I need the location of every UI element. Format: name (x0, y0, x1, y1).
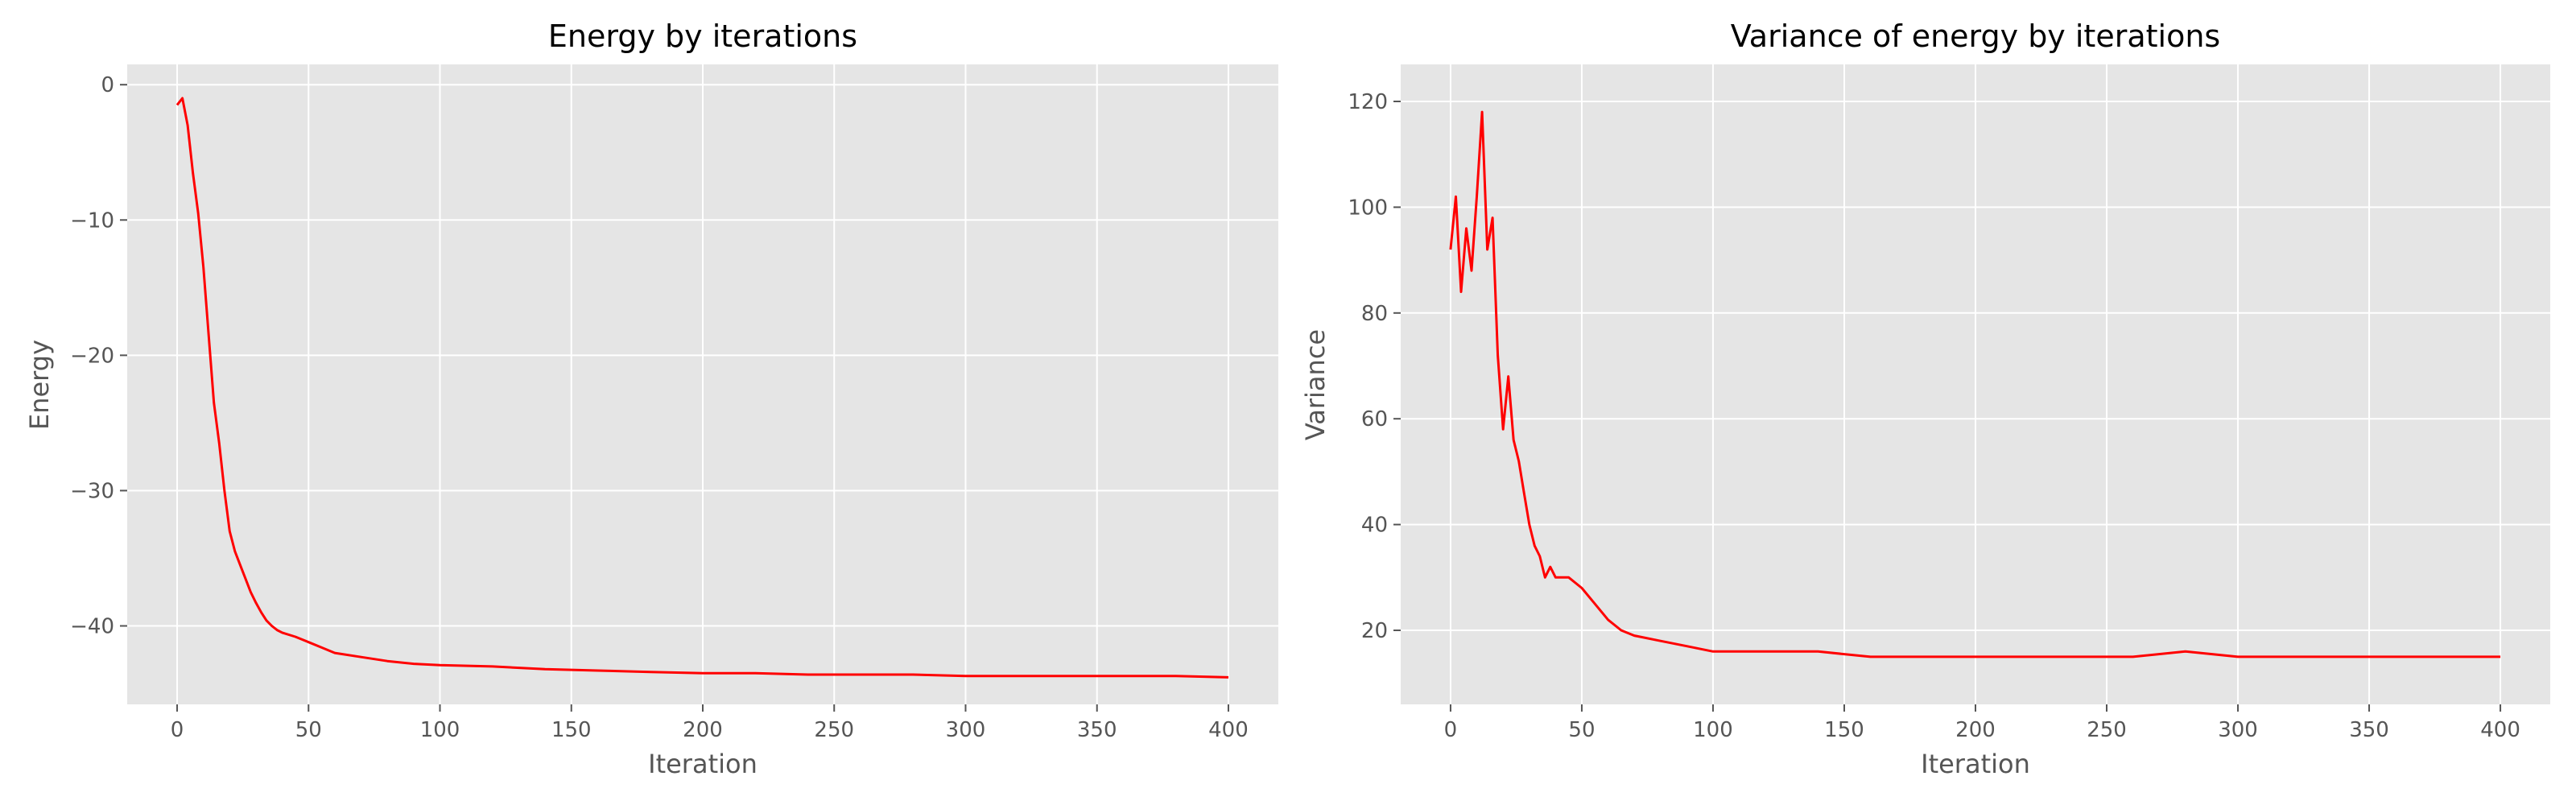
energy-grid (127, 64, 1278, 704)
variance-x-tick-label: 350 (2349, 718, 2389, 742)
variance-x-tick-label: 250 (2087, 718, 2127, 742)
energy-x-tick-label: 50 (295, 718, 322, 742)
energy-x-tick-label: 250 (814, 718, 854, 742)
variance-y-tick-label: 120 (1348, 90, 1388, 114)
variance-chart-title: Variance of energy by iterations (1731, 19, 2220, 54)
energy-y-tick-label: −20 (70, 344, 114, 368)
energy-ticks: 0 50 100 150 200 250 300 350 400 −40 −30 −20 −10 0 (70, 73, 1249, 742)
energy-series (175, 97, 1229, 679)
variance-series (1449, 110, 2501, 658)
variance-y-tick-label: 20 (1361, 619, 1388, 643)
variance-x-tick-label: 300 (2218, 718, 2258, 742)
variance-y-tick-label: 80 (1361, 302, 1388, 326)
energy-x-tick-label: 0 (171, 718, 184, 742)
energy-y-tick-label: −40 (70, 615, 114, 639)
energy-x-tick-label: 300 (946, 718, 986, 742)
energy-x-tick-label: 400 (1208, 718, 1249, 742)
variance-x-tick-label: 100 (1693, 718, 1733, 742)
energy-y-tick-label: 0 (101, 73, 114, 97)
variance-x-tick-label: 0 (1444, 718, 1458, 742)
variance-series-line (1449, 110, 2501, 658)
variance-x-axis-label: Iteration (1921, 749, 2030, 779)
energy-series-line (175, 97, 1229, 679)
variance-y-tick-label: 40 (1361, 514, 1388, 538)
variance-x-tick-label: 150 (1824, 718, 1864, 742)
variance-x-tick-label: 400 (2480, 718, 2520, 742)
variance-grid (1401, 64, 2550, 704)
variance-y-axis-label: Variance (1300, 329, 1331, 440)
energy-x-tick-label: 100 (420, 718, 460, 742)
variance-y-tick-label: 100 (1348, 196, 1388, 220)
variance-ticks: 0 50 100 150 200 250 300 350 400 20 40 60 80 100 120 (1348, 90, 2520, 742)
variance-x-tick-label: 200 (1955, 718, 1996, 742)
energy-chart-title: Energy by iterations (548, 19, 857, 54)
energy-y-axis-label: Energy (24, 340, 55, 430)
energy-y-tick-label: −10 (70, 208, 114, 233)
energy-chart: 0 50 100 150 200 250 300 350 400 −40 −30 −20 −10 0 En… (24, 19, 1278, 779)
variance-y-tick-label: 60 (1361, 407, 1388, 431)
energy-x-tick-label: 150 (551, 718, 592, 742)
variance-chart: 0 50 100 150 200 250 300 350 400 20 40 60 80 100 120 V… (1300, 19, 2550, 779)
energy-x-tick-label: 200 (683, 718, 723, 742)
energy-x-axis-label: Iteration (648, 749, 758, 779)
variance-x-tick-label: 50 (1568, 718, 1595, 742)
energy-x-tick-label: 350 (1077, 718, 1117, 742)
energy-y-tick-label: −30 (70, 479, 114, 503)
